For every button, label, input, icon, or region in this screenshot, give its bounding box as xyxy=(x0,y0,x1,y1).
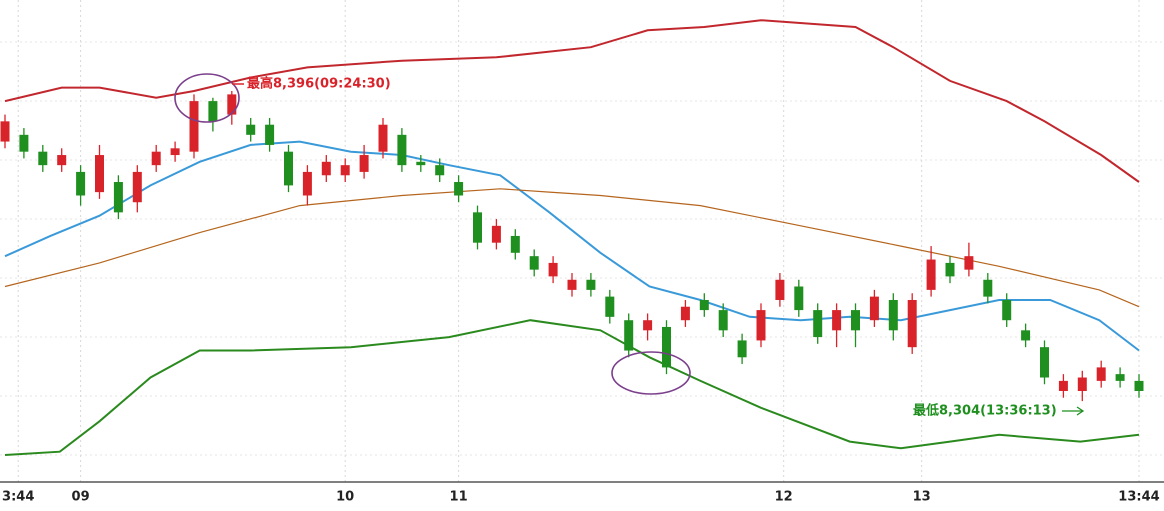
candle-body xyxy=(813,310,823,338)
candle-body xyxy=(832,310,842,331)
candle-body xyxy=(246,124,256,135)
candle-body xyxy=(473,212,482,243)
highlight-circle xyxy=(174,73,240,123)
candle-body xyxy=(567,279,577,290)
candle-body xyxy=(416,161,426,166)
candle-body xyxy=(643,320,653,331)
candle-body xyxy=(170,148,180,156)
low-annotation: 最低8,304(13:36:13) xyxy=(913,403,1057,419)
band-line xyxy=(4,19,1140,183)
candle-body xyxy=(756,310,766,341)
candle-body xyxy=(888,299,898,331)
band-line xyxy=(4,319,1140,456)
candle-body xyxy=(1058,380,1068,391)
candle-body xyxy=(1134,380,1144,391)
candle-body xyxy=(851,310,860,331)
candle-body xyxy=(57,155,67,166)
x-tick-label: 13:44 xyxy=(1118,490,1159,505)
band-line xyxy=(4,140,1140,352)
candle-body xyxy=(378,124,388,152)
candle-body xyxy=(775,279,785,300)
candle-body xyxy=(340,165,350,176)
candle-body xyxy=(680,306,690,321)
candle-body xyxy=(284,151,293,186)
candle-body xyxy=(737,340,747,358)
candle-body xyxy=(397,134,407,166)
candle-body xyxy=(227,94,237,115)
x-tick-label: 3:44 xyxy=(2,490,34,505)
candle-body xyxy=(435,165,445,176)
candle-body xyxy=(0,121,10,142)
candle-body xyxy=(321,161,331,176)
x-tick-label: 10 xyxy=(336,490,354,505)
x-tick-label: 12 xyxy=(775,490,793,505)
candle-body xyxy=(1096,367,1106,381)
candle-body xyxy=(189,101,199,152)
candle-body xyxy=(1002,299,1012,321)
candle-body xyxy=(699,299,709,311)
candle-body xyxy=(151,151,161,166)
candle-body xyxy=(964,256,974,270)
candle-body xyxy=(945,262,955,277)
candle-body xyxy=(586,279,596,290)
x-tick-label: 11 xyxy=(450,490,468,505)
candle-body xyxy=(926,259,936,290)
candle-body xyxy=(76,171,86,196)
candle-body xyxy=(1040,347,1049,378)
candle-body xyxy=(605,296,615,317)
candle-body xyxy=(491,225,501,243)
annotation-arrow xyxy=(1062,406,1085,416)
candle-body xyxy=(869,296,879,321)
candle-body xyxy=(113,182,123,213)
candle-body xyxy=(454,182,464,196)
candle-body xyxy=(19,134,29,152)
x-tick-label: 13 xyxy=(913,490,931,505)
highlight-circle xyxy=(611,351,691,395)
candle-body xyxy=(95,155,104,193)
candle-body xyxy=(529,256,539,270)
candle-body xyxy=(208,101,218,122)
candle-body xyxy=(302,171,312,196)
candle-body xyxy=(718,310,728,331)
candle-body xyxy=(265,124,275,145)
candle-body xyxy=(510,235,520,253)
candle-body xyxy=(1021,330,1031,341)
candle-body xyxy=(907,299,917,348)
high-annotation: 最高8,396(09:24:30) xyxy=(247,76,391,92)
x-tick-label: 09 xyxy=(72,490,90,505)
candle-body xyxy=(624,320,634,351)
candle-body xyxy=(548,262,558,277)
background-grid xyxy=(0,41,1164,456)
candle-body xyxy=(359,155,369,172)
candle-body xyxy=(794,286,804,311)
candle-body xyxy=(662,326,671,368)
candle-body xyxy=(38,151,48,166)
candle-body xyxy=(983,279,993,297)
candle-body xyxy=(1077,377,1087,391)
candle-body xyxy=(1115,374,1125,381)
band-line xyxy=(4,188,1140,308)
candle-body xyxy=(132,171,142,203)
